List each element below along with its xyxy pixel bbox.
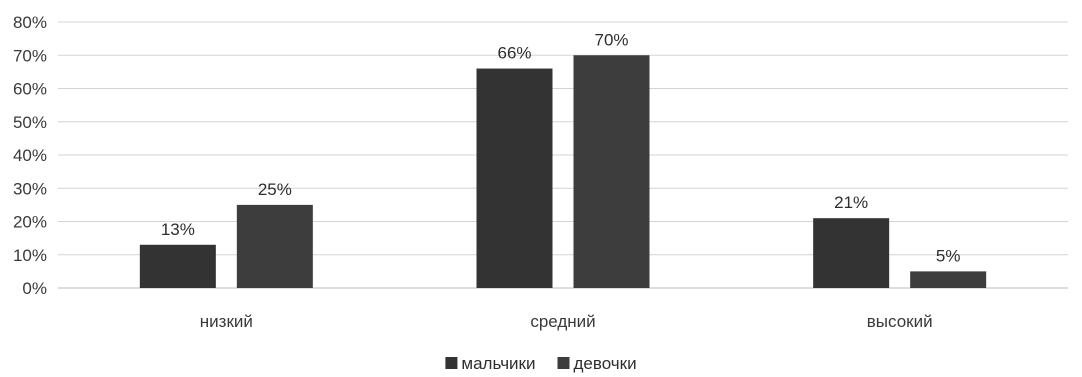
y-tick-label: 20% bbox=[13, 213, 47, 232]
y-tick-label: 0% bbox=[22, 279, 47, 298]
data-label: 13% bbox=[161, 220, 195, 239]
y-tick-label: 80% bbox=[13, 13, 47, 32]
legend-item: девочки bbox=[557, 354, 637, 373]
y-axis-tick-labels: 0% 10% 20% 30% 40% 50% 60% 70% 80% bbox=[13, 13, 47, 298]
legend-label: девочки bbox=[573, 354, 636, 373]
legend-swatch bbox=[445, 357, 458, 369]
data-label: 21% bbox=[834, 193, 868, 212]
bar-девочки-высокий bbox=[910, 271, 987, 288]
y-tick-label: 70% bbox=[13, 46, 47, 65]
bar-мальчики-высокий bbox=[813, 218, 890, 288]
data-label: 5% bbox=[936, 246, 961, 265]
y-tick-label: 60% bbox=[13, 80, 47, 99]
bars bbox=[139, 55, 987, 288]
legend-label: мальчики bbox=[461, 354, 535, 373]
y-tick-label: 40% bbox=[13, 146, 47, 165]
category-label: средний bbox=[530, 312, 595, 331]
y-tick-label: 10% bbox=[13, 246, 47, 265]
data-label: 66% bbox=[497, 44, 531, 63]
category-label: высокий bbox=[867, 312, 933, 331]
legend-item: мальчики bbox=[445, 354, 535, 373]
legend: мальчики девочки bbox=[445, 354, 637, 373]
bar-девочки-низкий bbox=[236, 204, 313, 288]
bar-мальчики-низкий bbox=[139, 244, 216, 288]
x-axis-category-labels: низкий средний высокий bbox=[200, 312, 933, 331]
legend-swatch bbox=[557, 357, 570, 369]
category-label: низкий bbox=[200, 312, 253, 331]
data-label: 70% bbox=[594, 30, 628, 49]
grid-lines bbox=[58, 21, 1068, 289]
data-labels: 13% 25% 66% 70% 21% 5% bbox=[161, 30, 961, 265]
y-tick-label: 50% bbox=[13, 113, 47, 132]
bar-девочки-средний bbox=[573, 55, 650, 288]
bar-мальчики-средний bbox=[476, 68, 553, 288]
data-label: 25% bbox=[258, 180, 292, 199]
y-tick-label: 30% bbox=[13, 179, 47, 198]
